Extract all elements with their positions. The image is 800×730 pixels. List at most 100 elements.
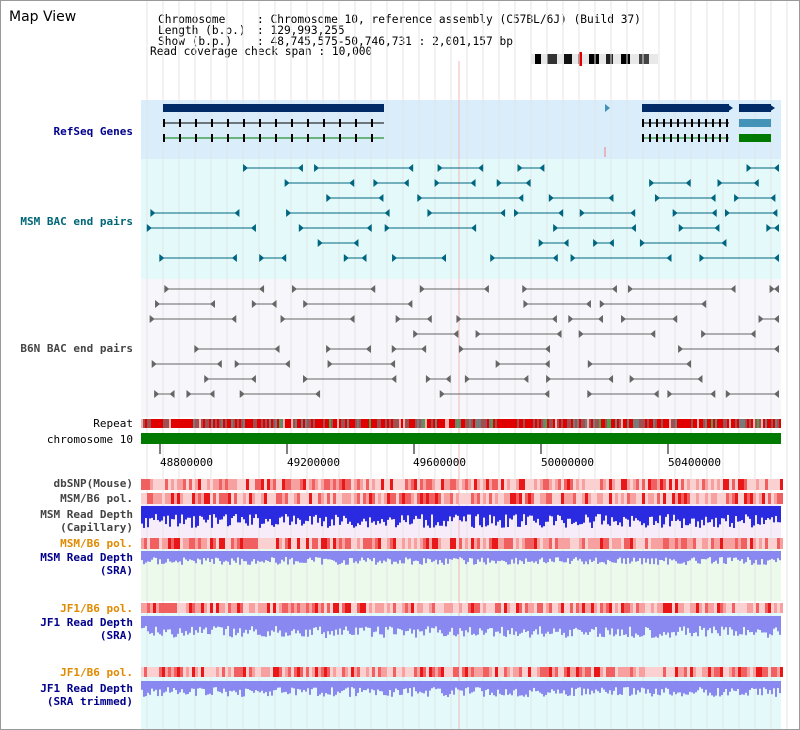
track-label-refseq[interactable]: RefSeq Genes [53, 125, 133, 138]
msm-depth-cap-bar [561, 506, 563, 521]
msm-depth-sra-bar [771, 551, 773, 559]
jf1-pol-cell [405, 603, 408, 613]
track-label-msm-depth-capillary[interactable]: MSM Read Depth [40, 508, 133, 521]
jf1-pol-cell [546, 603, 549, 613]
dbsnp-cell [219, 479, 222, 490]
track-label-b6n-bac[interactable]: B6N BAC end pairs [20, 342, 133, 355]
msm-pol2-cell [297, 538, 300, 549]
msm-pol-cell [267, 493, 270, 504]
jf1-depth-sra-bar [613, 616, 615, 637]
msm-depth-sra-bar [655, 551, 657, 559]
jf1-depth-trim-bar [527, 681, 529, 697]
msm-depth-cap-bar [223, 506, 225, 517]
jf1-pol-cell [606, 603, 609, 613]
msm-pol-cell [498, 493, 501, 504]
msm-depth-cap-bar [577, 506, 579, 526]
msm-pol2-cell [150, 538, 153, 549]
repeat-segment [359, 419, 361, 428]
jf1-pol-cell [264, 603, 267, 613]
jf1-depth-trim-bar [775, 681, 777, 697]
msm-pol-cell [612, 493, 615, 504]
jf1-depth-sra-bar [301, 616, 303, 637]
dbsnp-cell [597, 479, 600, 490]
jf1-depth-sra-bar [487, 616, 489, 630]
msm-pol-cell [672, 493, 675, 504]
jf1-depth-trim-bar [577, 681, 579, 688]
track-label-dbsnp[interactable]: dbSNP(Mouse) [53, 477, 133, 490]
msm-depth-sra-bar [153, 551, 155, 558]
refseq-exon [712, 119, 714, 127]
jf1-pol-cell [243, 603, 246, 613]
msm-pol2-cell [195, 538, 198, 549]
track-label-msm-pol[interactable]: MSM/B6 pol. [60, 492, 133, 505]
track-label-jf1-pol[interactable]: JF1/B6 pol. [60, 602, 133, 615]
jf1-depth-sra-bar [717, 616, 719, 634]
jf1-depth-sra-bar [619, 616, 621, 636]
dbsnp-cell [249, 479, 252, 490]
msm-depth-sra-bar [519, 551, 521, 561]
msm-depth-sra-bar [499, 551, 501, 562]
msm-depth-cap-bar [535, 506, 537, 523]
jf1-depth-trim-bar [183, 681, 185, 693]
msm-pol2-cell [723, 538, 726, 549]
repeat-segment [717, 419, 719, 428]
msm-depth-sra-bar [229, 551, 231, 565]
msm-depth-cap-bar [681, 506, 683, 528]
dbsnp-cell [414, 479, 417, 490]
refseq-exon [275, 134, 277, 142]
msm-pol-cell [330, 493, 333, 504]
track-label-repeat[interactable]: Repeat [93, 417, 133, 430]
jf1-depth-sra-bar [293, 616, 295, 630]
msm-pol-cell [687, 493, 690, 504]
track-label-jf1-depth-trimmed[interactable]: JF1 Read Depth [40, 682, 133, 695]
jf1-pol2-cell [216, 667, 219, 677]
repeat-segment [247, 419, 249, 428]
msm-depth-cap-bar [743, 506, 745, 524]
msm-depth-sra-bar [323, 551, 325, 559]
msm-pol2-cell [183, 538, 186, 549]
track-label-jf1-pol-2[interactable]: JF1/B6 pol. [60, 666, 133, 679]
jf1-pol-cell [462, 603, 465, 613]
jf1-depth-sra-bar [425, 616, 427, 630]
jf1-depth-sra-bar [375, 616, 377, 632]
msm-pol-cell [351, 493, 354, 504]
track-label-msm-depth-sra[interactable]: MSM Read Depth [40, 551, 133, 564]
msm-pol-cell [693, 493, 696, 504]
repeat-segment [407, 419, 409, 428]
jf1-depth-trim-bar [485, 681, 487, 691]
jf1-depth-sra-bar [235, 616, 237, 636]
msm-depth-cap-bar [731, 506, 733, 524]
refseq-gene-bar [642, 104, 729, 112]
msm-depth-sra-bar [155, 551, 157, 558]
jf1-depth-trim-bar [391, 681, 393, 697]
jf1-pol-cell [432, 603, 435, 613]
track-label-msm-bac[interactable]: MSM BAC end pairs [20, 215, 133, 228]
msm-depth-cap-bar [511, 506, 513, 520]
repeat-segment [583, 419, 585, 428]
track-label-jf1-depth-sra[interactable]: JF1 Read Depth [40, 616, 133, 629]
jf1-pol2-cell [243, 667, 246, 677]
dbsnp-cell [585, 479, 588, 490]
repeat-segment [417, 419, 419, 428]
msm-depth-sra-bar [237, 551, 239, 558]
msm-depth-sra-bar [683, 551, 685, 563]
jf1-depth-trim-bar [593, 681, 595, 694]
jf1-pol-cell [429, 603, 432, 613]
msm-bac-pair-end [500, 209, 506, 217]
track-label-chromosome[interactable]: chromosome 10 [46, 433, 133, 446]
msm-depth-cap-bar [703, 506, 705, 526]
msm-depth-sra-bar [221, 551, 223, 565]
jf1-depth-sra-bar [603, 616, 605, 638]
jf1-pol2-cell [549, 667, 552, 677]
jf1-pol2-cell [174, 667, 177, 677]
axis-tick-label: 49200000 [287, 456, 340, 469]
msm-pol-cell [225, 493, 228, 504]
jf1-depth-sra-bar [477, 616, 479, 635]
dbsnp-cell [462, 479, 465, 490]
jf1-pol2-cell [396, 667, 399, 677]
msm-pol-cell [141, 493, 144, 504]
msm-depth-sra-bar [447, 551, 449, 564]
jf1-depth-sra-bar [257, 616, 259, 635]
track-label-msm-pol-2[interactable]: MSM/B6 pol. [60, 537, 133, 550]
